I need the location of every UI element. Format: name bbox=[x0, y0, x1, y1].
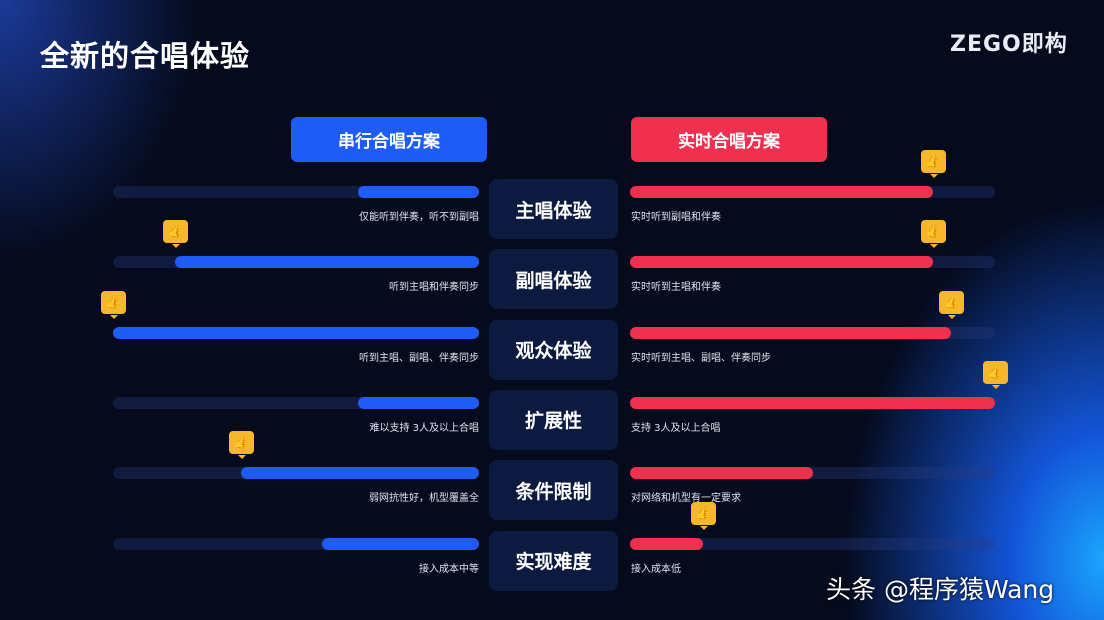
realtime-track bbox=[630, 537, 995, 550]
realtime-note: 对网络和机型有一定要求 bbox=[631, 493, 741, 505]
thumbs-up-icon: 👍 bbox=[229, 431, 255, 460]
serial-bar bbox=[241, 467, 479, 480]
thumbs-up-icon: 👍 bbox=[920, 150, 946, 178]
realtime-note: 支持 3人及以上合唱 bbox=[631, 422, 721, 434]
category-label: 条件限制 bbox=[489, 460, 618, 521]
serial-bar bbox=[358, 396, 479, 409]
serial-note: 听到主唱、副唱、伴奏同步 bbox=[359, 352, 479, 364]
realtime-bar bbox=[630, 467, 813, 480]
category-label: 副唱体验 bbox=[489, 249, 618, 310]
category-label: 主唱体验 bbox=[489, 179, 618, 239]
serial-bar bbox=[321, 537, 479, 550]
serial-note: 仅能听到伴奏，听不到副唱 bbox=[359, 212, 479, 223]
thumbs-up-icon: 👍 bbox=[983, 360, 1008, 389]
serial-note: 弱网抗性好，机型覆盖全 bbox=[369, 493, 479, 505]
realtime-bar bbox=[630, 326, 952, 339]
realtime-bar bbox=[630, 537, 703, 550]
serial-note: 接入成本中等 bbox=[419, 563, 479, 575]
serial-bar bbox=[358, 186, 479, 198]
realtime-note: 实时听到副唱和伴奏 bbox=[631, 212, 721, 223]
serial-bar bbox=[113, 326, 479, 339]
page-title: 全新的合唱体验 bbox=[40, 39, 251, 73]
realtime-scheme-header: 实时合唱方案 bbox=[631, 117, 827, 162]
realtime-note: 接入成本低 bbox=[631, 563, 681, 575]
realtime-note: 实时听到主唱和伴奏 bbox=[631, 282, 721, 294]
watermark: 头条 @程序猿Wang bbox=[826, 575, 1055, 604]
zego-logo: ZEGO即构 bbox=[950, 32, 1068, 57]
serial-note: 难以支持 3人及以上合唱 bbox=[369, 422, 479, 434]
serial-scheme-header: 串行合唱方案 bbox=[291, 117, 487, 162]
realtime-bar bbox=[630, 186, 933, 198]
thumbs-up-icon: 👍 bbox=[101, 290, 126, 319]
thumbs-up-icon: 👍 bbox=[939, 290, 965, 319]
serial-bar bbox=[175, 256, 479, 269]
thumbs-up-icon: 👍 bbox=[920, 220, 946, 249]
realtime-bar bbox=[630, 256, 933, 269]
thumbs-up-icon: 👍 bbox=[163, 220, 189, 249]
realtime-bar bbox=[630, 396, 995, 409]
thumbs-up-icon: 👍 bbox=[691, 501, 716, 530]
category-label: 扩展性 bbox=[489, 389, 618, 450]
category-label: 观众体验 bbox=[489, 319, 618, 380]
realtime-note: 实时听到主唱、副唱、伴奏同步 bbox=[631, 352, 771, 364]
serial-note: 听到主唱和伴奏同步 bbox=[389, 282, 479, 294]
category-label: 实现难度 bbox=[489, 530, 618, 591]
